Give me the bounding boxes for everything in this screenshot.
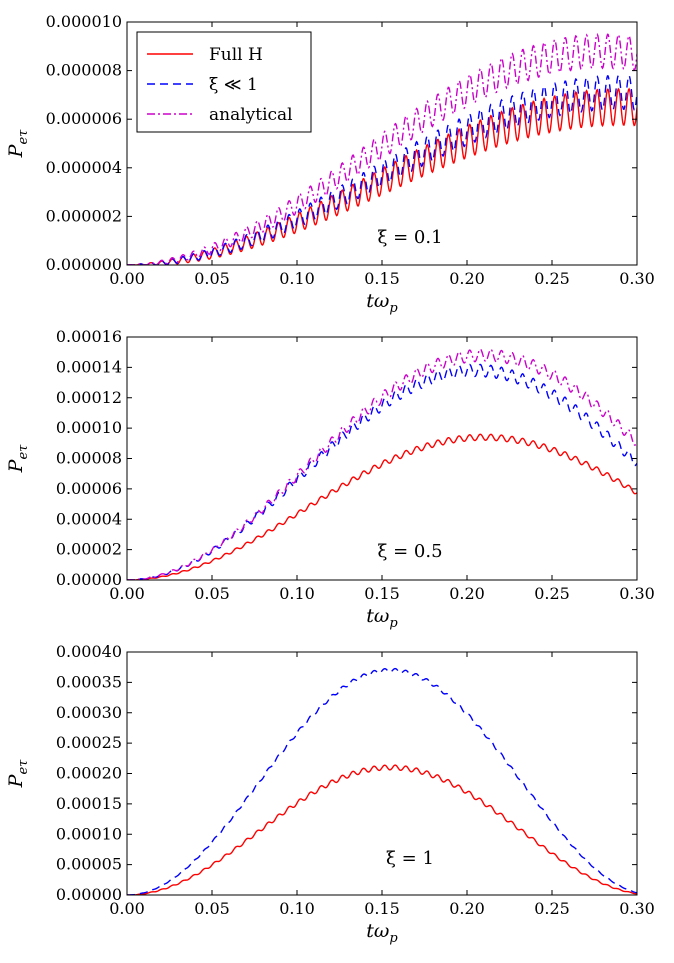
x-tick-label: 0.05	[194, 899, 230, 918]
y-tick-label: 0.00010	[56, 418, 122, 437]
y-tick-label: 0.00002	[56, 540, 122, 559]
x-tick-label: 0.10	[279, 584, 315, 603]
x-tick-label: 0.10	[279, 269, 315, 288]
x-tick-label: 0.00	[109, 269, 145, 288]
y-axis-label: Peτ	[5, 444, 31, 473]
series-line-1-2	[127, 363, 637, 580]
legend-box	[136, 31, 312, 133]
x-tick-label: 0.15	[364, 584, 400, 603]
y-tick-label: 0.00000	[56, 570, 122, 589]
x-tick-label: 0.05	[194, 269, 230, 288]
series-line-analytical-3	[127, 33, 637, 265]
y-tick-label: 0.00040	[56, 642, 122, 661]
x-tick-label: 0.10	[279, 899, 315, 918]
x-tick-label: 0.15	[364, 899, 400, 918]
y-tick-label: 0.000000	[46, 255, 122, 274]
y-tick-label: 0.00035	[56, 672, 122, 691]
y-tick-label: 0.000010	[46, 12, 122, 31]
y-tick-label: 0.00008	[56, 449, 122, 468]
x-tick-label: 0.05	[194, 584, 230, 603]
x-tick-label: 0.25	[534, 269, 570, 288]
series-line-full-h-1	[127, 433, 637, 580]
x-tick-label: 0.15	[364, 269, 400, 288]
series-line-1-2	[127, 667, 637, 895]
legend-label: ξ ≪ 1	[209, 75, 258, 95]
series-line-full-h-1	[127, 764, 637, 895]
chart-panel-3: 0.00 0.05 0.10 0.15 0.20 0.25 0.30 0.00000 0.000…	[5, 642, 655, 946]
series-line-1-2	[127, 74, 637, 265]
y-tick-label: 0.000006	[46, 109, 122, 128]
x-tick-label: 0.20	[449, 269, 485, 288]
y-axis-label: Peτ	[5, 759, 31, 788]
x-tick-label: 0.20	[449, 899, 485, 918]
y-tick-label: 0.000008	[46, 61, 122, 80]
x-tick-label: 0.25	[534, 899, 570, 918]
xi-annotation: ξ = 0.5	[377, 541, 442, 562]
legend-label: Full H	[209, 45, 263, 65]
y-tick-label: 0.00015	[56, 794, 122, 813]
y-tick-label: 0.00010	[56, 824, 122, 843]
y-tick-label: 0.00004	[56, 509, 122, 528]
x-axis-label: tωp	[366, 920, 398, 946]
y-tick-label: 0.00006	[56, 479, 122, 498]
y-tick-label: 0.00030	[56, 703, 122, 722]
x-tick-label: 0.20	[449, 584, 485, 603]
x-tick-label: 0.00	[109, 584, 145, 603]
x-axis-label: tωp	[366, 290, 398, 316]
series-line-analytical-3	[127, 348, 637, 580]
x-tick-label: 0.30	[619, 899, 655, 918]
xi-annotation: ξ = 1	[386, 848, 434, 869]
y-tick-label: 0.00016	[56, 327, 122, 346]
y-tick-label: 0.00014	[56, 357, 122, 376]
y-tick-label: 0.00020	[56, 764, 122, 783]
y-axis-label: Peτ	[5, 129, 31, 158]
y-tick-label: 0.00005	[56, 855, 122, 874]
x-tick-label: 0.30	[619, 584, 655, 603]
legend: Full H ξ ≪ 1 analytical	[136, 31, 312, 133]
x-tick-label: 0.25	[534, 584, 570, 603]
y-tick-label: 0.00025	[56, 733, 122, 752]
legend-label: analytical	[209, 105, 293, 125]
y-tick-label: 0.000002	[46, 206, 122, 225]
xi-annotation: ξ = 0.1	[377, 227, 442, 248]
y-tick-label: 0.000004	[46, 158, 122, 177]
plot-frame	[126, 651, 638, 896]
x-axis-label: tωp	[366, 605, 398, 631]
x-tick-label: 0.00	[109, 899, 145, 918]
chart-panel-2: 0.00 0.05 0.10 0.15 0.20 0.25 0.30 0.00000 0.000…	[5, 327, 655, 631]
chart-panel-1: 0.00 0.05 0.10 0.15 0.20 0.25 0.30 0.000000 0.00…	[5, 12, 655, 316]
y-tick-label: 0.00000	[56, 885, 122, 904]
x-tick-label: 0.30	[619, 269, 655, 288]
y-tick-label: 0.00012	[56, 388, 122, 407]
